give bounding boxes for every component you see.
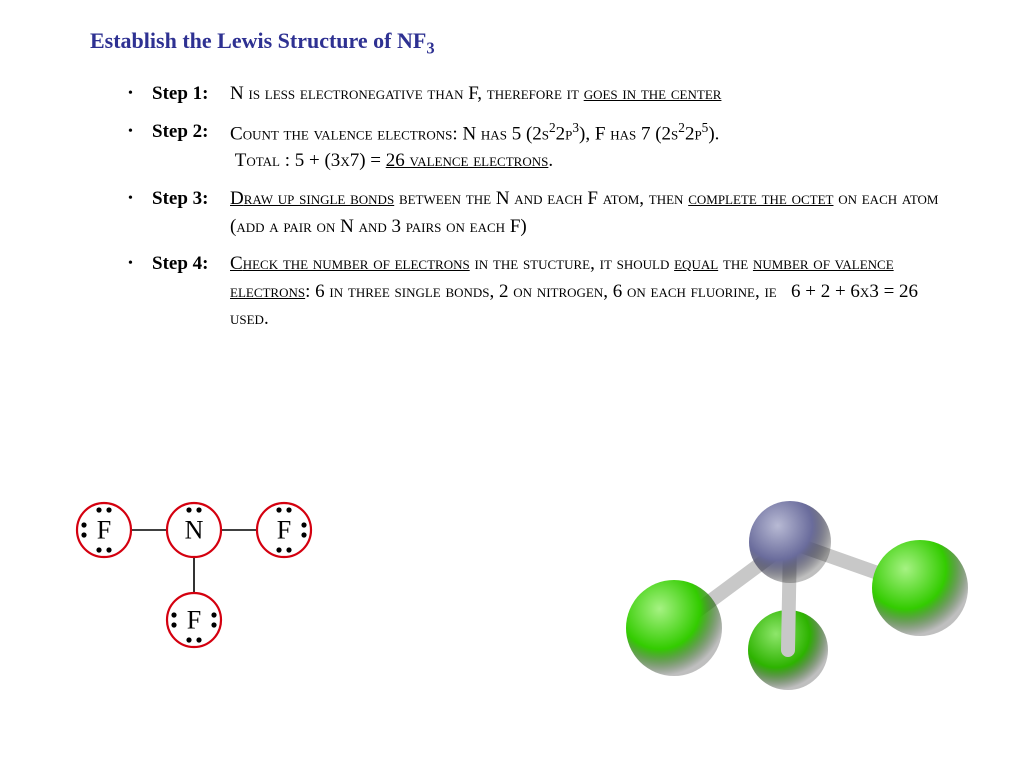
lewis-structure-diagram: F N F F [66, 460, 326, 680]
svg-text:F: F [187, 606, 201, 635]
step-label: Step 1: [152, 80, 230, 108]
step-item: •Step 1:N is less electronegative than F… [128, 80, 948, 108]
svg-text:N: N [185, 516, 204, 545]
step-body: Draw up single bonds between the N and e… [230, 185, 948, 240]
bullet-icon: • [128, 185, 152, 209]
3d-model-diagram [630, 450, 960, 710]
step-item: •Step 2:Count the valence electrons: N h… [128, 118, 948, 175]
lewis-svg: F N F F [66, 460, 326, 680]
page-title: Establish the Lewis Structure of NF3 [90, 28, 435, 58]
step-item: •Step 4:Check the number of electrons in… [128, 250, 948, 333]
step-label: Step 3: [152, 185, 230, 213]
title-text: Establish the Lewis Structure of NF [90, 28, 426, 53]
svg-text:F: F [277, 516, 291, 545]
bullet-icon: • [128, 118, 152, 142]
step-body: Count the valence electrons: N has 5 (2s… [230, 118, 948, 175]
step-label: Step 2: [152, 118, 230, 146]
step-item: •Step 3:Draw up single bonds between the… [128, 185, 948, 240]
steps-list: •Step 1:N is less electronegative than F… [128, 80, 948, 343]
bullet-icon: • [128, 80, 152, 104]
step-body: Check the number of electrons in the stu… [230, 250, 948, 333]
title-sub: 3 [426, 38, 434, 57]
step-label: Step 4: [152, 250, 230, 278]
model3d-svg [630, 450, 960, 710]
svg-text:F: F [97, 516, 111, 545]
bullet-icon: • [128, 250, 152, 274]
step-body: N is less electronegative than F, theref… [230, 80, 948, 108]
